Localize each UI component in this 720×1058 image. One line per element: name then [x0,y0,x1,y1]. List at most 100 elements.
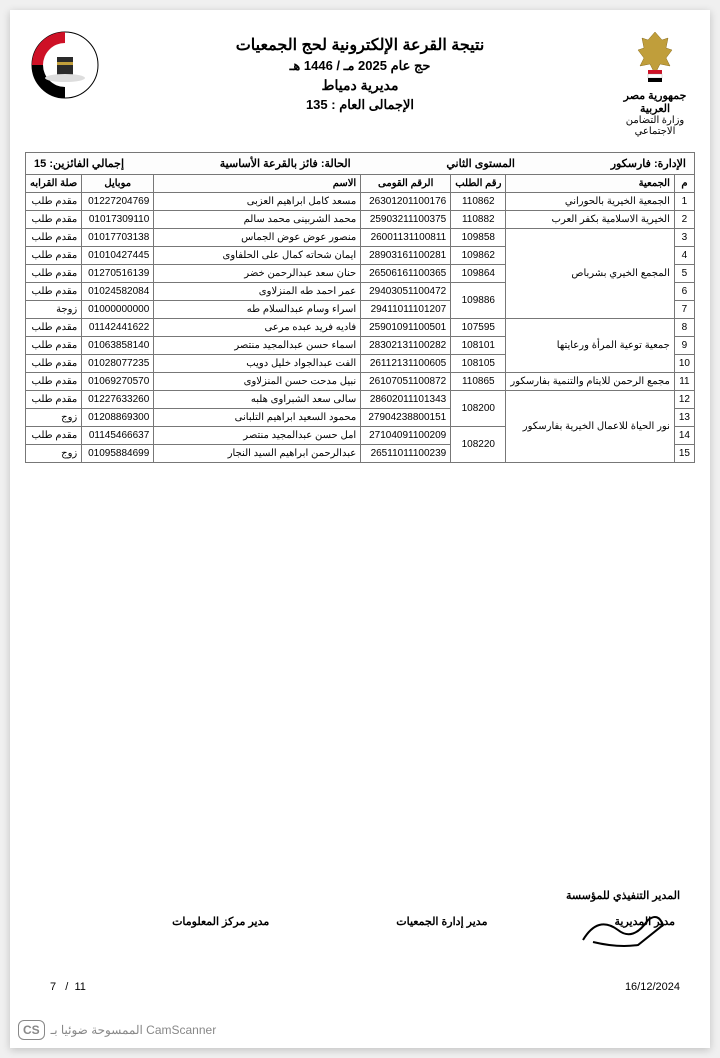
status-value: فائز بالقرعة الأساسية [220,158,318,170]
sig-assoc-mgr: مدير إدارة الجمعيات [396,915,487,928]
cell-association: الجمعية الخيرية بالحوراني [506,193,674,211]
winners-block: إجمالي الفائزين: 15 [34,157,124,170]
col-relation: صلة القرابه [26,175,82,193]
cell-request: 109886 [451,283,506,319]
cell-request: 110862 [451,193,506,211]
total-label: الإجمالى العام : [331,97,414,112]
cell-relation: مقدم طلب [26,193,82,211]
cell-person-name: سالى سعد الشبراوى هلبه [154,391,361,409]
cell-index: 3 [674,229,694,247]
col-association: الجمعية [506,175,674,193]
cell-association: مجمع الرحمن للايتام والتنمية بفارسكور [506,373,674,391]
cell-person-name: ايمان شحاته كمال على الحلفاوى [154,247,361,265]
cell-relation: مقدم طلب [26,211,82,229]
cell-association: جمعية توعية المرأة ورعايتها [506,319,674,373]
cell-relation: مقدم طلب [26,319,82,337]
cell-relation: مقدم طلب [26,355,82,373]
cell-national-id: 26511011100239 [361,445,451,463]
cell-index: 2 [674,211,694,229]
camscanner-watermark: CS الممسوحة ضوئيا بـ CamScanner [18,1020,216,1040]
cell-relation: زوج [26,409,82,427]
cell-request: 108101 [451,337,506,355]
cell-relation: مقدم طلب [26,283,82,301]
table-row: 3المجمع الخيري بشرباص1098582600113110081… [26,229,695,247]
footer-date: 16/12/2024 [625,981,680,993]
winners-value: 15 [34,158,46,170]
cell-request: 110882 [451,211,506,229]
cell-national-id: 29411011101207 [361,301,451,319]
cell-mobile: 01270516139 [82,265,154,283]
cell-national-id: 25901091100501 [361,319,451,337]
table-row: 2الخيرية الاسلامية بكفر العرب11088225903… [26,211,695,229]
cell-mobile: 01227204769 [82,193,154,211]
table-body: 1الجمعية الخيرية بالحوراني11086226301201… [26,193,695,463]
cell-person-name: اسراء وسام عبدالسلام طه [154,301,361,319]
gov-title: جمهورية مصر العربية [615,89,695,115]
table-row: 8جمعية توعية المرأة ورعايتها107595259010… [26,319,695,337]
cell-person-name: محمد الشربينى محمد سالم [154,211,361,229]
cell-national-id: 29403051100472 [361,283,451,301]
cell-request: 110865 [451,373,506,391]
title-directorate: مديرية دمياط [105,77,615,94]
cell-relation: مقدم طلب [26,373,82,391]
col-index: م [674,175,694,193]
ministry-name: وزارة التضامن الاجتماعي [615,115,695,137]
title-total: الإجمالى العام : 135 [105,97,615,113]
title-year: حج عام 2025 مـ / 1446 هـ [105,58,615,74]
signature-icon [578,910,668,950]
page-current: 7 [50,981,56,993]
cell-index: 13 [674,409,694,427]
admin-block: الإدارة: فارسكور [611,157,686,170]
cell-relation: مقدم طلب [26,247,82,265]
kaaba-circle-icon [30,30,100,100]
status-label: الحالة: [321,158,351,170]
cell-index: 9 [674,337,694,355]
cell-index: 10 [674,355,694,373]
cell-person-name: اسماء حسن عبدالمجيد منتصر [154,337,361,355]
cell-relation: مقدم طلب [26,427,82,445]
cell-national-id: 28302131100282 [361,337,451,355]
page-number: 7 / 11 [50,981,86,993]
cell-national-id: 25903211100375 [361,211,451,229]
cell-relation: مقدم طلب [26,337,82,355]
winners-label: إجمالي الفائزين: [49,158,124,170]
page-sep: / [65,981,68,993]
total-value: 135 [306,97,328,112]
cell-mobile: 01069270570 [82,373,154,391]
cell-request: 109858 [451,229,506,247]
header: جمهورية مصر العربية وزارة التضامن الاجتم… [25,30,695,137]
cell-index: 5 [674,265,694,283]
col-mobile: موبايل [82,175,154,193]
cell-relation: زوجة [26,301,82,319]
camscanner-text: الممسوحة ضوئيا بـ CamScanner [51,1023,217,1037]
cell-national-id: 28903161100281 [361,247,451,265]
gov-logo-block: جمهورية مصر العربية وزارة التضامن الاجتم… [615,30,695,137]
cell-national-id: 27104091100209 [361,427,451,445]
header-titles: نتيجة القرعة الإلكترونية لحج الجمعيات حج… [105,30,615,113]
eagle-emblem-icon [630,30,680,85]
col-name: الاسم [154,175,361,193]
cell-index: 14 [674,427,694,445]
cell-mobile: 01017703138 [82,229,154,247]
cell-mobile: 01010427445 [82,247,154,265]
cell-association: نور الحياة للاعمال الخيرية بفارسكور [506,391,674,463]
cell-index: 7 [674,301,694,319]
cell-mobile: 01024582084 [82,283,154,301]
cell-request: 108105 [451,355,506,373]
exec-title: المدير التنفيذي للمؤسسة [566,889,680,902]
cell-mobile: 01095884699 [82,445,154,463]
admin-label: الإدارة: [654,158,686,170]
cell-index: 4 [674,247,694,265]
cell-request: 109862 [451,247,506,265]
cell-request: 109864 [451,265,506,283]
admin-value: فارسكور [611,158,651,170]
cell-index: 11 [674,373,694,391]
page-total: 11 [74,981,85,993]
cell-association: الخيرية الاسلامية بكفر العرب [506,211,674,229]
cell-index: 6 [674,283,694,301]
table-row: 11مجمع الرحمن للايتام والتنمية بفارسكور1… [26,373,695,391]
cell-relation: مقدم طلب [26,229,82,247]
status-block: الحالة: فائز بالقرعة الأساسية [220,157,351,170]
cell-person-name: عمر احمد طه المنزلاوى [154,283,361,301]
cell-relation: مقدم طلب [26,391,82,409]
